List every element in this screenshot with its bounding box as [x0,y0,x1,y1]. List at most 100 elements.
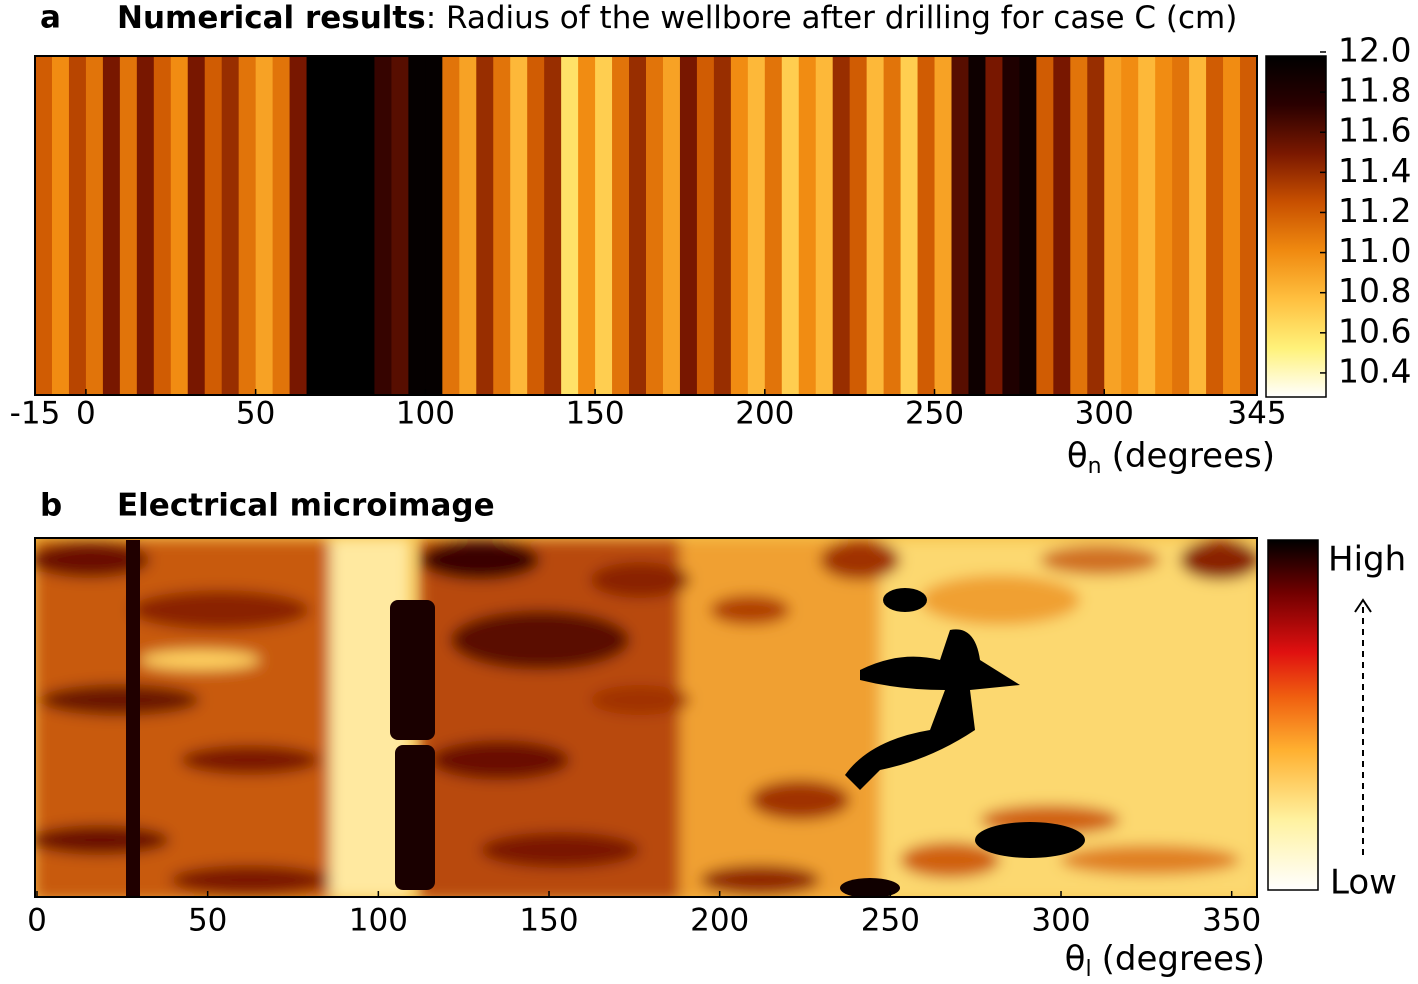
x-tick-label: 345 [1227,396,1286,432]
subscript: l [1085,957,1091,982]
stripe [476,56,494,395]
stripe [493,56,511,395]
symbol: θ [1065,939,1086,979]
dark-blob [975,822,1085,858]
stripe [595,56,613,395]
stripe [136,56,155,395]
colorbar-tick-label: 10.6 [1338,311,1411,350]
stripe [119,56,138,395]
stripe [1070,56,1088,395]
stripe [102,56,121,395]
arrow-head [1354,598,1372,613]
stripe [85,56,104,395]
stripe [51,56,70,395]
heatmap [35,56,1258,395]
stripe [68,56,87,395]
title: Numerical results [117,0,426,36]
x-tick-label: 350 [1202,903,1261,939]
stripe [306,56,325,395]
x-tick-label: 100 [396,396,455,432]
stripe [35,56,53,395]
stripe [1019,56,1037,395]
plot-frame [34,537,1258,898]
dark-blob [883,588,927,612]
stripe [578,56,596,395]
stripe [679,56,698,395]
x-tick-label: 100 [349,903,408,939]
colorbar-tick-label: 11.4 [1338,151,1411,190]
colorbar-low: Low [1330,863,1397,903]
colorbar-tick-label: 11.8 [1338,71,1411,110]
stripe [391,56,409,395]
stripe [730,56,749,395]
x-tick-label: -15 [10,396,61,432]
stripe [170,56,189,395]
stripe [408,56,426,395]
microimage [35,538,1257,897]
stripe [1206,56,1224,395]
colorbar-tick-label: 11.2 [1338,191,1411,230]
stripe [374,56,393,395]
stripe [747,56,766,395]
stripe [323,56,342,395]
x-axis-label: θn (degrees) [1067,436,1275,480]
x-axis: 0 50 100 150 200 250 300 350 [27,891,1261,939]
stripe [187,56,206,395]
plot-frame [34,55,1258,396]
title-suffix: : Radius of the wellbore after drilling … [426,0,1238,36]
stripe [1240,56,1258,395]
colorbar-tick-label: 10.8 [1338,271,1411,310]
stripe [1121,56,1139,395]
stripe [255,56,274,395]
x-tick-label: 0 [76,396,96,432]
stripe [1138,56,1156,395]
stripe [1155,56,1173,395]
stripe [1002,56,1020,395]
x-tick-label: 50 [236,396,275,432]
stripe [696,56,715,395]
stripe [1087,56,1105,395]
stripe [357,56,376,395]
stripe [238,56,257,395]
colorbar [1265,55,1327,398]
symbol: θ [1067,436,1088,476]
stripe [1036,56,1054,395]
stripe [289,56,308,395]
x-tick-label: 300 [1075,396,1134,432]
panel-title: Numerical results: Radius of the wellbor… [117,0,1237,36]
stripe [764,56,783,395]
colorbar-high: High [1328,540,1406,580]
dark-blob [840,878,900,897]
colorbar-tick-label: 11.0 [1338,231,1411,270]
x-tick-label: 200 [735,396,794,432]
subscript: n [1088,454,1102,479]
stripe [968,56,987,395]
stripe [1104,56,1122,395]
unit: (degrees) [1102,939,1265,979]
stripe [561,56,579,395]
stripe [798,56,817,395]
stripe [866,56,885,395]
stripe [425,56,443,395]
x-axis-label: θl (degrees) [1065,939,1265,983]
stripe [900,56,919,395]
stripe [204,56,223,395]
stripe [612,56,630,395]
stripe [221,56,240,395]
colorbar-axis: 12.011.811.611.411.211.010.810.610.4 [1320,30,1411,390]
stripe [662,56,681,395]
stripe [442,56,460,395]
x-tick-label: 150 [519,903,578,939]
stripe [527,56,545,395]
stripe [985,56,1004,395]
stripe [713,56,732,395]
colorbar-tick-label: 10.4 [1338,351,1411,390]
x-tick-label: 200 [690,903,749,939]
x-tick-label: 150 [565,396,624,432]
stripe [153,56,172,395]
x-tick-label: 300 [1031,903,1090,939]
panel-title: Electrical microimage [117,488,495,524]
colorbar-tick-label: 11.6 [1338,111,1411,150]
stripe [934,56,953,395]
